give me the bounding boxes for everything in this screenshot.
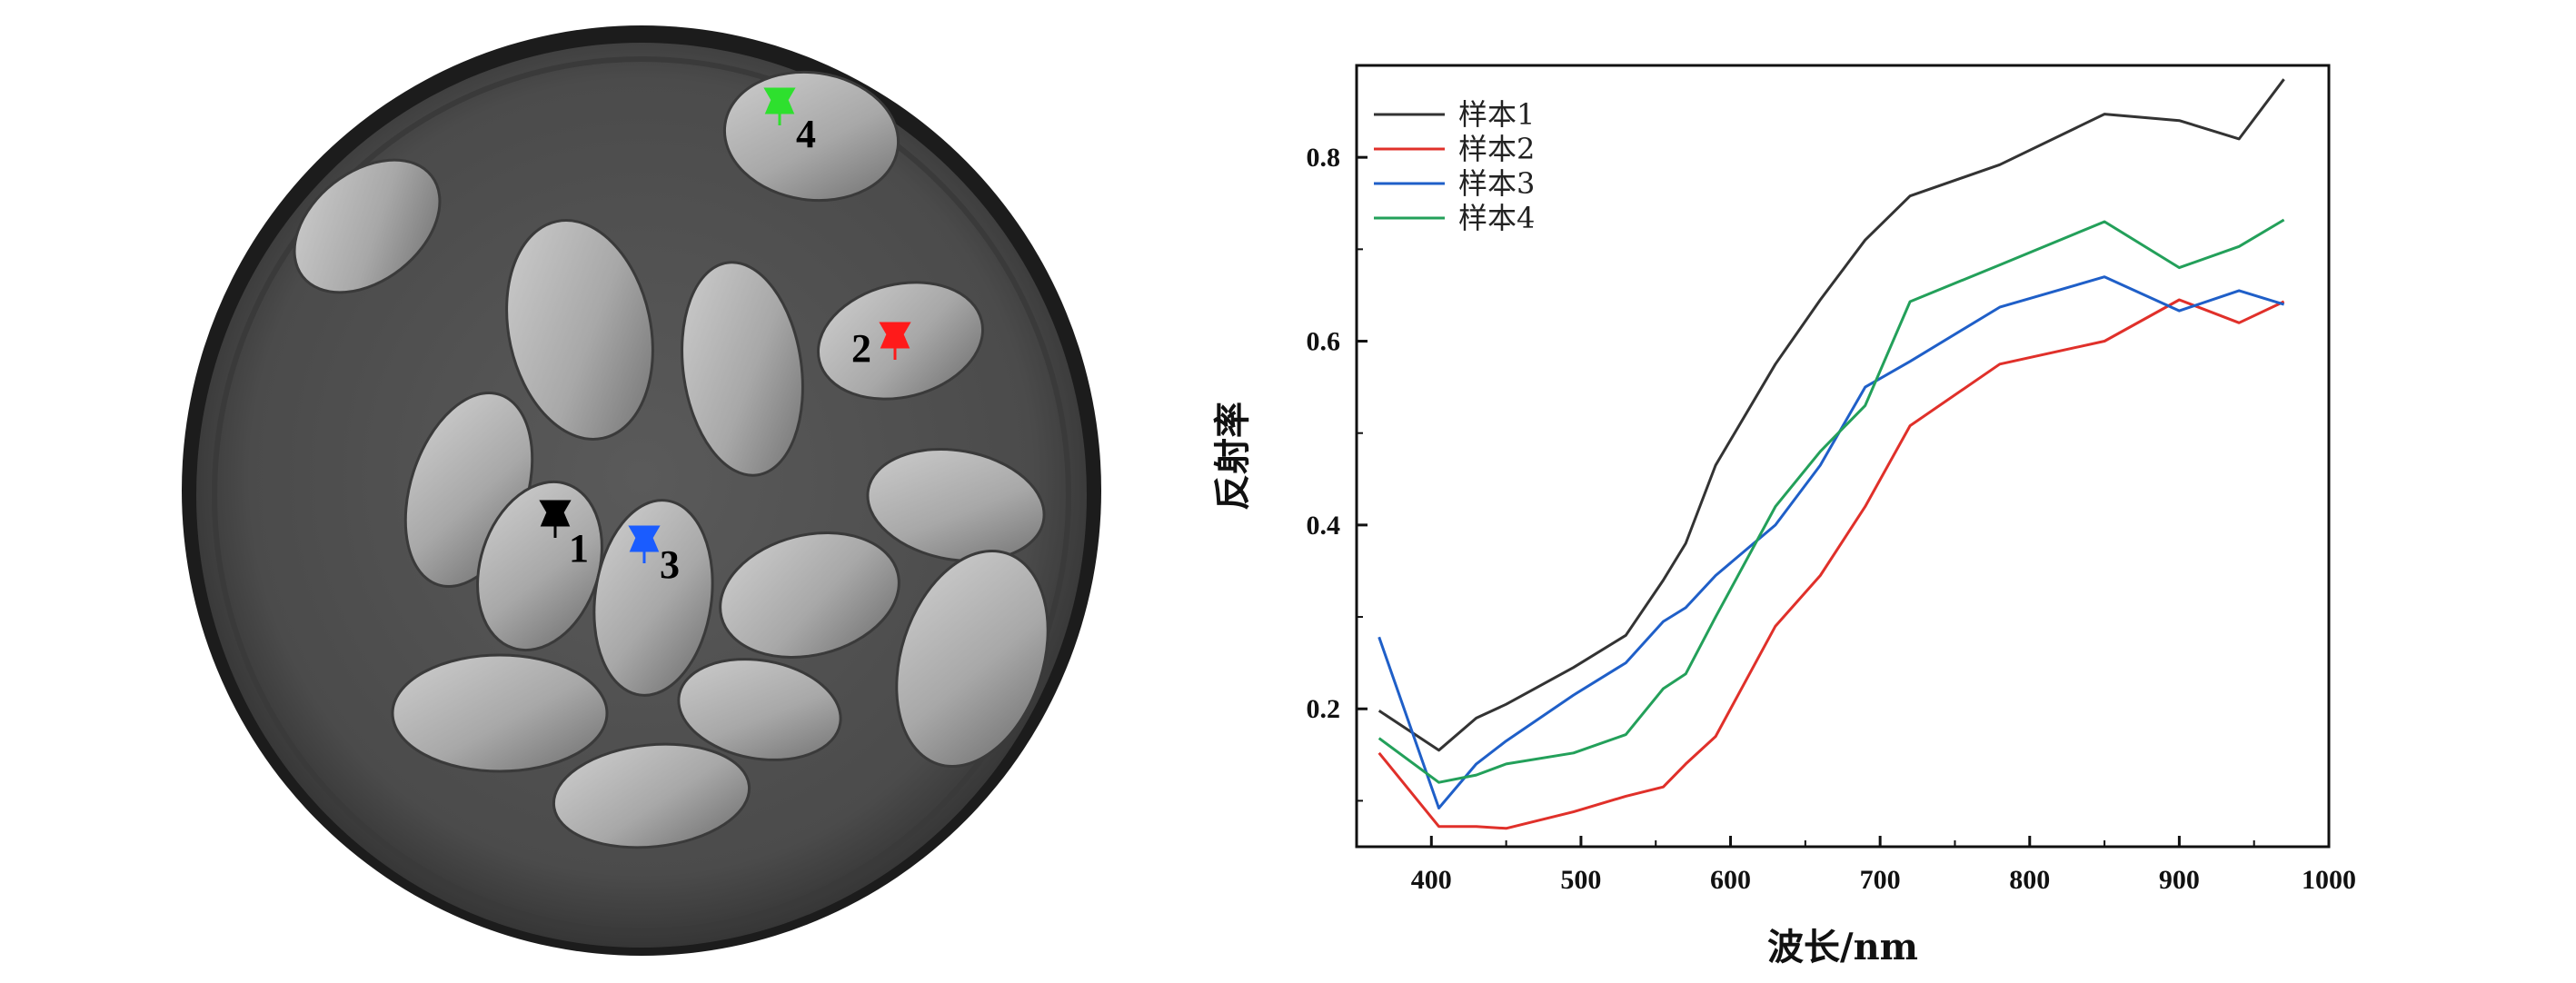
pin-icon bbox=[879, 322, 911, 360]
legend: 样本1 样本2 样本3 样本4 bbox=[1374, 97, 1535, 235]
peanut-kernel bbox=[552, 742, 751, 849]
marker-label: 3 bbox=[660, 542, 680, 587]
pin-icon bbox=[628, 525, 661, 563]
peanut-kernel bbox=[391, 653, 609, 773]
legend-item: 样本4 bbox=[1374, 201, 1535, 235]
legend-item: 样本2 bbox=[1374, 132, 1535, 166]
peanut-photo: 1 2 3 4 bbox=[182, 25, 1101, 956]
marker-pin-4: 4 bbox=[763, 87, 816, 156]
x-tick-label: 1000 bbox=[2302, 865, 2356, 895]
peanut-kernel bbox=[677, 658, 842, 761]
peanut-kernel bbox=[895, 549, 1049, 769]
x-axis-title: 波长/nm bbox=[1767, 926, 1918, 968]
y-axis-ticks: 0.2 0.4 0.6 0.8 bbox=[1307, 65, 1368, 802]
petri-dish-inner-edge bbox=[212, 56, 1071, 934]
y-tick-label: 0.8 bbox=[1307, 143, 1341, 173]
marker-label: 1 bbox=[569, 526, 589, 571]
pin-icon bbox=[763, 87, 796, 125]
peanut-kernel bbox=[681, 261, 804, 477]
x-tick-label: 700 bbox=[1860, 865, 1901, 895]
x-axis-ticks: 400 500 600 700 800 900 1000 bbox=[1411, 836, 2356, 895]
plot-frame bbox=[1355, 64, 2331, 849]
series-line bbox=[1378, 218, 2285, 784]
x-tick-label: 500 bbox=[1560, 865, 1601, 895]
y-axis-title: 反射率 bbox=[1211, 402, 1254, 511]
x-tick-label: 400 bbox=[1411, 865, 1452, 895]
legend-label: 样本2 bbox=[1458, 132, 1535, 166]
peanut-kernel bbox=[719, 531, 900, 659]
y-tick-label: 0.6 bbox=[1307, 327, 1341, 357]
legend-item: 样本3 bbox=[1374, 166, 1535, 201]
peanut-kernel bbox=[866, 448, 1046, 562]
peanut-kernel bbox=[505, 219, 654, 441]
marker-pin-2: 2 bbox=[851, 322, 911, 371]
series-line bbox=[1378, 298, 2285, 830]
marker-label: 4 bbox=[796, 112, 816, 156]
peanut-kernels bbox=[293, 70, 1049, 849]
legend-label: 样本3 bbox=[1458, 166, 1535, 201]
marker-pin-3: 3 bbox=[628, 525, 680, 587]
peanut-kernel bbox=[293, 158, 442, 294]
x-tick-label: 800 bbox=[2009, 865, 2050, 895]
peanut-kernel bbox=[722, 70, 900, 203]
series-line bbox=[1378, 78, 2285, 752]
legend-label: 样本4 bbox=[1458, 201, 1535, 235]
marker-label: 2 bbox=[851, 326, 871, 371]
legend-item: 样本1 bbox=[1374, 97, 1535, 132]
reflectance-chart: 0.2 0.4 0.6 0.8 400 500 600 700 800 900 1000 波长/n… bbox=[1211, 64, 2356, 968]
x-tick-label: 900 bbox=[2159, 865, 2200, 895]
legend-label: 样本1 bbox=[1458, 97, 1535, 132]
peanut-kernel bbox=[592, 499, 714, 697]
marker-pin-1: 1 bbox=[539, 500, 589, 571]
y-tick-label: 0.4 bbox=[1307, 511, 1341, 541]
series-lines bbox=[1378, 78, 2285, 830]
y-tick-label: 0.2 bbox=[1307, 694, 1341, 724]
x-tick-label: 600 bbox=[1710, 865, 1751, 895]
series-line bbox=[1378, 275, 2285, 809]
pin-icon bbox=[539, 500, 572, 538]
